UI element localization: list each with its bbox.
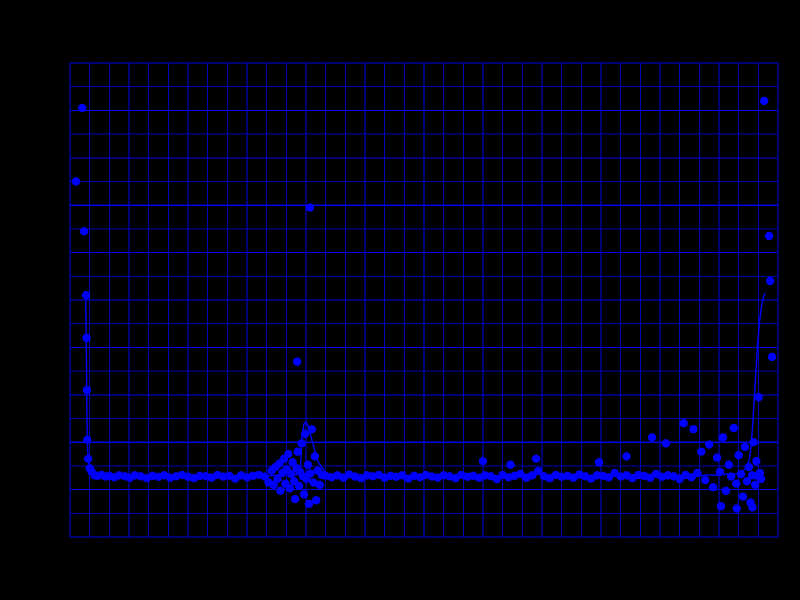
data-point-marker xyxy=(287,469,296,479)
data-point-marker xyxy=(732,479,741,488)
data-point-marker xyxy=(622,452,631,461)
data-point-marker xyxy=(527,471,537,480)
data-point-marker xyxy=(738,492,748,501)
data-point-marker xyxy=(697,447,706,456)
data-point-marker xyxy=(767,352,777,362)
data-point-marker xyxy=(83,454,93,463)
data-point-marker xyxy=(300,429,310,439)
data-point-marker xyxy=(506,460,515,469)
data-point-marker xyxy=(269,480,278,490)
data-point-marker xyxy=(661,439,671,448)
data-point-marker xyxy=(594,458,604,467)
data-point-marker xyxy=(693,468,702,478)
data-point-marker xyxy=(77,103,87,113)
data-point-marker xyxy=(309,478,318,487)
data-point-marker xyxy=(293,447,302,456)
data-point-marker xyxy=(276,486,285,495)
data-point-marker xyxy=(83,435,92,445)
data-point-marker xyxy=(760,96,769,106)
data-point-marker xyxy=(750,480,760,490)
data-point-marker xyxy=(752,456,761,466)
data-point-marker xyxy=(765,276,775,286)
data-point-marker xyxy=(531,454,541,463)
data-point-marker xyxy=(718,433,728,442)
data-point-marker xyxy=(721,486,731,495)
data-point-marker xyxy=(81,291,91,300)
data-point-marker xyxy=(303,460,313,469)
data-point-marker xyxy=(734,451,743,460)
plot-border xyxy=(69,62,779,538)
data-point-marker xyxy=(748,503,757,512)
data-point-marker xyxy=(749,438,758,447)
data-point-marker xyxy=(305,203,315,212)
data-point-marker xyxy=(742,477,752,486)
data-point-marker xyxy=(724,460,734,469)
axis-frame xyxy=(69,62,779,538)
data-point-marker xyxy=(704,440,714,449)
data-point-marker xyxy=(297,439,306,448)
data-point-marker xyxy=(315,480,324,490)
data-point-marker xyxy=(307,424,317,434)
data-point-marker xyxy=(306,469,315,478)
data-point-marker xyxy=(732,504,741,513)
data-point-marker xyxy=(478,456,488,466)
data-point-marker xyxy=(533,466,543,476)
data-point-marker xyxy=(701,475,710,485)
data-point-marker xyxy=(492,474,501,484)
data-point-marker xyxy=(273,474,282,484)
data-point-marker xyxy=(708,483,718,492)
data-point-marker xyxy=(756,474,766,484)
data-point-marker xyxy=(647,433,657,442)
data-point-marker xyxy=(294,481,304,491)
data-point-marker xyxy=(729,423,738,433)
data-point-marker xyxy=(740,442,750,452)
data-point-marker xyxy=(285,484,295,493)
data-point-marker xyxy=(687,473,696,482)
data-point-marker xyxy=(304,499,314,509)
data-point-marker xyxy=(260,472,269,481)
grid-lines xyxy=(69,62,779,538)
data-point-marker xyxy=(82,333,91,343)
data-point-marker xyxy=(744,462,754,472)
data-point-marker xyxy=(736,469,746,479)
data-point-marker xyxy=(290,494,300,504)
data-point-marker xyxy=(82,385,92,395)
data-point-marker xyxy=(604,473,614,482)
data-point-marker xyxy=(675,474,684,484)
data-point-marker xyxy=(284,449,293,459)
data-point-marker xyxy=(764,231,774,241)
data-point-marker xyxy=(716,501,726,511)
data-point-marker xyxy=(310,452,320,461)
data-point-marker xyxy=(715,467,725,477)
data-point-marker xyxy=(712,453,722,462)
data-point-marker xyxy=(288,458,297,467)
data-point-marker xyxy=(679,419,688,428)
data-point-marker xyxy=(689,424,698,434)
data-point-marker xyxy=(754,392,763,402)
data-point-marker xyxy=(312,496,321,505)
data-point-marker xyxy=(292,357,302,366)
data-point-marker xyxy=(726,472,736,481)
data-scatter-series xyxy=(71,96,777,513)
data-point-marker xyxy=(71,177,81,186)
data-point-marker xyxy=(299,490,309,499)
data-point-marker xyxy=(79,227,89,236)
